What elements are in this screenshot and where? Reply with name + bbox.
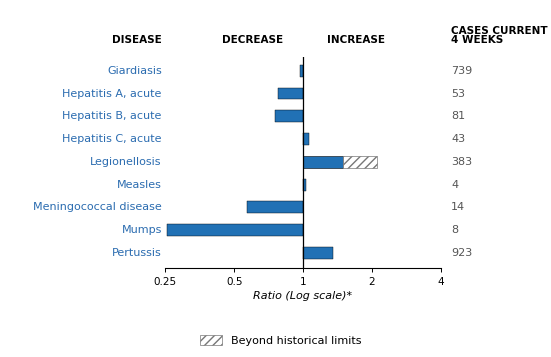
Text: Meningococcal disease: Meningococcal disease — [33, 202, 162, 212]
Text: DISEASE: DISEASE — [112, 35, 162, 45]
Text: Hepatitis B, acute: Hepatitis B, acute — [62, 111, 162, 121]
Text: 8: 8 — [451, 225, 458, 235]
Text: 4 WEEKS: 4 WEEKS — [451, 35, 504, 45]
Bar — [303, 133, 309, 145]
Text: 14: 14 — [451, 202, 465, 212]
Text: INCREASE: INCREASE — [327, 35, 385, 45]
Text: Hepatitis C, acute: Hepatitis C, acute — [62, 134, 162, 144]
Text: Giardiasis: Giardiasis — [107, 66, 162, 76]
Text: DECREASE: DECREASE — [222, 35, 283, 45]
Text: Hepatitis A, acute: Hepatitis A, acute — [62, 89, 162, 99]
Bar — [168, 224, 303, 236]
Text: 43: 43 — [451, 134, 465, 144]
Text: CASES CURRENT: CASES CURRENT — [451, 26, 548, 36]
Text: Legionellosis: Legionellosis — [90, 157, 162, 167]
Bar — [303, 156, 343, 168]
Text: Pertussis: Pertussis — [112, 248, 162, 258]
Text: Measles: Measles — [117, 180, 162, 190]
Text: 383: 383 — [451, 157, 472, 167]
Text: Mumps: Mumps — [121, 225, 162, 235]
Text: 53: 53 — [451, 89, 465, 99]
Legend: Beyond historical limits: Beyond historical limits — [196, 331, 366, 351]
Bar — [275, 110, 303, 122]
Text: 4: 4 — [451, 180, 458, 190]
Bar — [247, 201, 303, 213]
Bar — [343, 156, 377, 168]
Bar — [303, 179, 306, 191]
X-axis label: Ratio (Log scale)*: Ratio (Log scale)* — [253, 291, 353, 301]
Text: 81: 81 — [451, 111, 465, 121]
Bar — [303, 247, 333, 259]
Text: 923: 923 — [451, 248, 472, 258]
Bar — [300, 65, 303, 77]
Bar — [278, 87, 303, 100]
Text: 739: 739 — [451, 66, 472, 76]
